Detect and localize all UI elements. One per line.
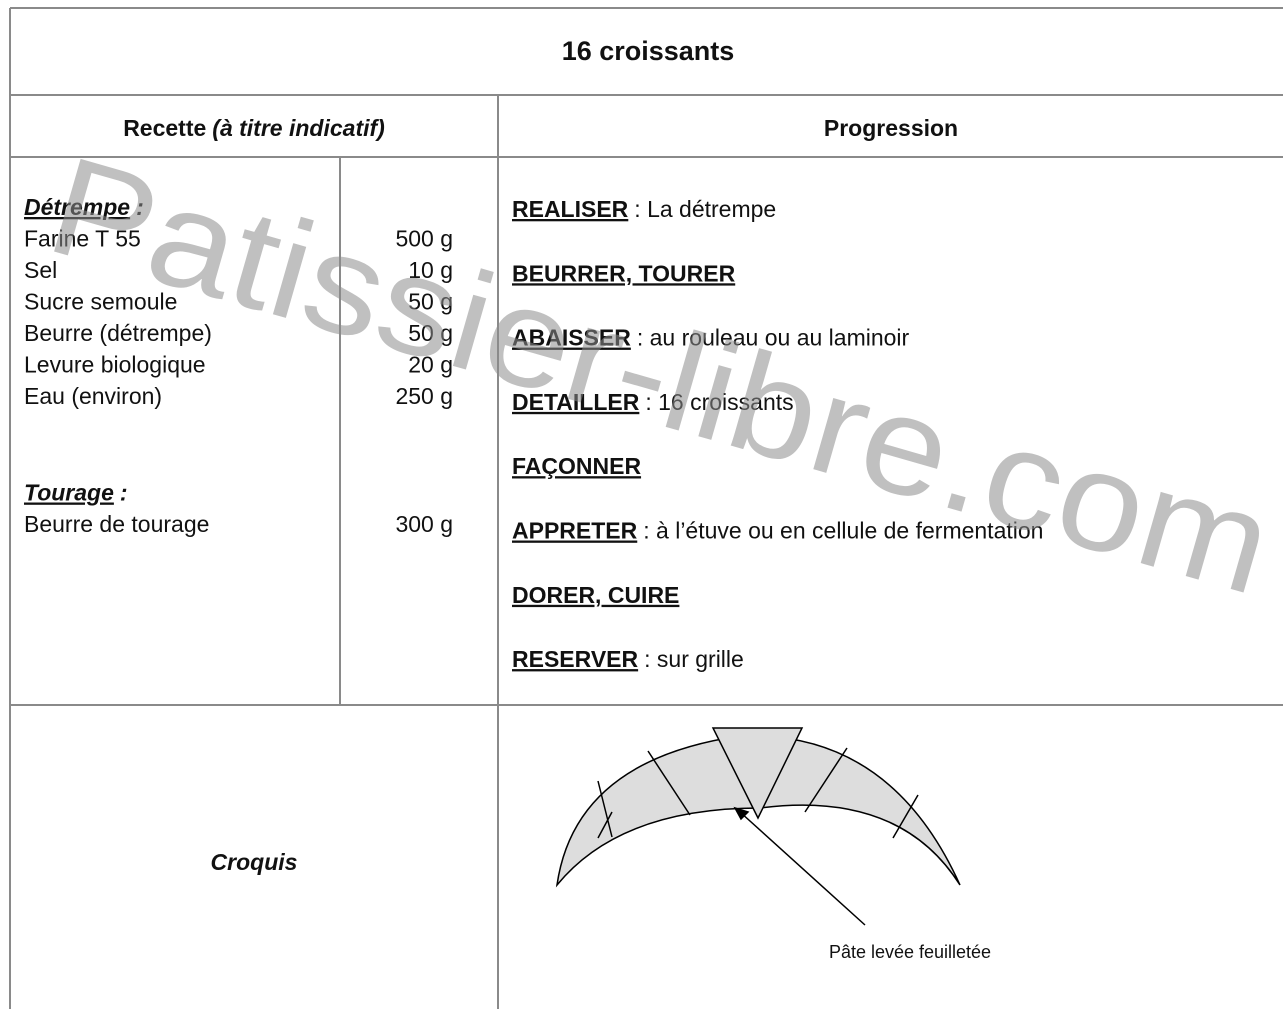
arrow: [739, 811, 866, 926]
step-detail: : La détrempe: [634, 196, 776, 222]
section-heading: Tourage:: [24, 480, 128, 506]
recipe-header-label: Recette: [123, 115, 206, 141]
ingredient-qty: 20 g: [408, 352, 453, 378]
step-verb: ABAISSER: [512, 325, 631, 351]
step-verb: APPRETER: [512, 518, 638, 544]
ingredient-name: Levure biologique: [24, 352, 206, 378]
ingredient-qty: 50 g: [408, 320, 453, 346]
step: BEURRER, TOURER: [512, 260, 736, 286]
fold-line: [597, 780, 613, 838]
sketch-caption: Pâte levée feuilletée: [829, 942, 991, 962]
fold-line: [804, 747, 848, 813]
title: 16 croissants: [562, 36, 735, 66]
step-verb: DORER, CUIRE: [512, 582, 679, 608]
ingredient-qty: 500 g: [395, 226, 453, 252]
step-detail: : au rouleau ou au laminoir: [637, 325, 910, 351]
step: DETAILLER: 16 croissants: [512, 389, 794, 415]
step-verb: FAÇONNER: [512, 453, 641, 479]
recipe-header: Recette (à titre indicatif): [123, 115, 385, 141]
croissant-shape: [555, 735, 961, 888]
arrow-head: [733, 806, 750, 821]
table-rules: [9, 7, 1283, 1009]
sketch-label: Croquis: [211, 849, 298, 875]
step: APPRETER: à l’étuve ou en cellule de fer…: [512, 518, 1043, 544]
ingredient-qty: 250 g: [395, 383, 453, 409]
ingredient-name: Sel: [24, 257, 57, 283]
step-detail: : 16 croissants: [645, 389, 793, 415]
step-verb: DETAILLER: [512, 389, 640, 415]
section-name: Tourage: [24, 480, 114, 506]
section-heading: Détrempe:: [24, 194, 144, 220]
step: REALISER: La détrempe: [512, 196, 776, 222]
step-verb: BEURRER, TOURER: [512, 260, 736, 286]
ingredient-name: Sucre semoule: [24, 289, 177, 315]
step: FAÇONNER: [512, 453, 641, 479]
fold-line: [597, 811, 613, 839]
step: RESERVER: sur grille: [512, 646, 744, 672]
ingredient-name: Farine T 55: [24, 226, 141, 252]
ingredient-name: Beurre de tourage: [24, 511, 209, 537]
section-name: Détrempe: [24, 194, 130, 220]
step-verb: REALISER: [512, 196, 629, 222]
ingredient-name: Beurre (détrempe): [24, 320, 212, 346]
step: DORER, CUIRE: [512, 582, 679, 608]
step: ABAISSER: au rouleau ou au laminoir: [512, 325, 910, 351]
fold-line: [892, 794, 919, 839]
recipe-header-note: (à titre indicatif): [212, 115, 385, 141]
step-detail: : à l’étuve ou en cellule de fermentatio…: [643, 518, 1043, 544]
ingredient-name: Eau (environ): [24, 383, 162, 409]
ingredient-qty: 10 g: [408, 257, 453, 283]
step-detail: : sur grille: [644, 646, 744, 672]
ingredient-qty: 300 g: [395, 511, 453, 537]
triangle: [711, 727, 804, 820]
section-colon: :: [120, 480, 128, 506]
croissant-sketch: [555, 727, 961, 926]
step-verb: RESERVER: [512, 646, 639, 672]
progression-header: Progression: [824, 115, 958, 141]
ingredient-qty: 50 g: [408, 289, 453, 315]
content: Détrempe: Farine T 55 500 g Sel 10 g Sucre se…: [24, 194, 1043, 672]
fold-line: [647, 750, 691, 816]
section-colon: :: [136, 194, 144, 220]
